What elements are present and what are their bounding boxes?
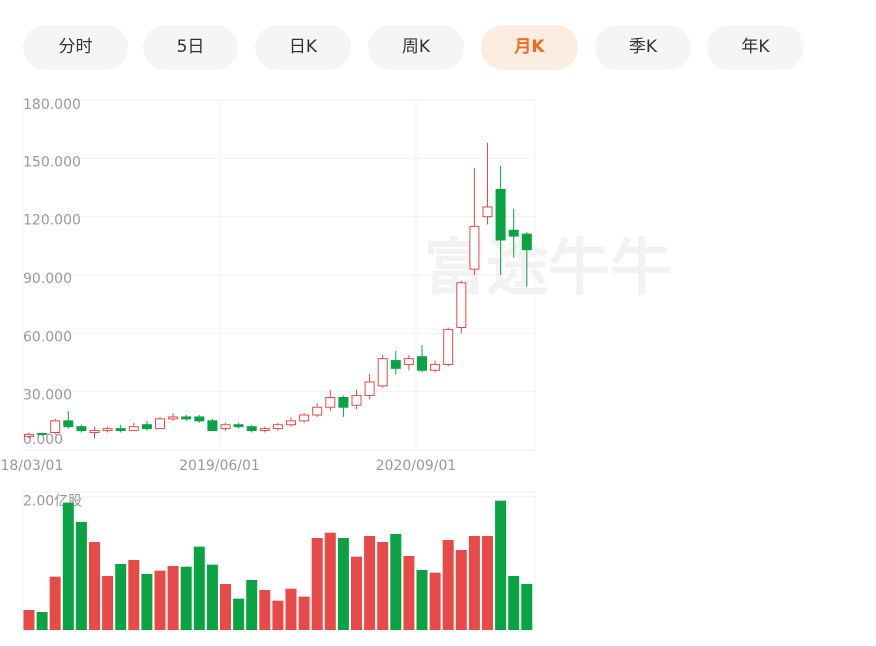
volume-bar	[141, 574, 153, 630]
volume-bar	[429, 572, 441, 630]
volume-bar	[154, 570, 166, 630]
candle-body	[37, 432, 48, 435]
candle-body	[233, 424, 244, 428]
candle-body	[364, 381, 375, 397]
candle-body	[482, 206, 493, 218]
candle-body	[246, 426, 257, 432]
volume-bar	[49, 576, 61, 630]
volume-bar	[220, 584, 231, 630]
volume-bar	[311, 538, 323, 630]
candle-body	[469, 225, 480, 270]
candle-body	[403, 358, 414, 365]
y-tick-label: 150.000	[23, 154, 81, 170]
volume-bar	[193, 546, 205, 630]
candle-body	[286, 420, 296, 426]
y-tick-label: 120.000	[23, 213, 81, 229]
volume-bar	[75, 522, 87, 630]
volume-bar	[102, 576, 114, 630]
candle-body	[181, 416, 192, 420]
volume-bar	[115, 564, 127, 630]
y-tick-label: 30.000	[23, 388, 72, 404]
volume-bar	[337, 538, 349, 630]
volume-bar	[521, 584, 533, 630]
candle-body	[220, 424, 231, 430]
volume-bar	[233, 598, 245, 630]
candle-body	[155, 418, 165, 430]
candle-body	[390, 360, 401, 369]
volume-bar	[508, 576, 520, 630]
y-tick-label: 60.000	[23, 329, 72, 345]
candle-body	[443, 328, 454, 365]
candle-body	[168, 416, 179, 420]
candle-body	[194, 416, 205, 422]
volume-bar	[206, 564, 218, 630]
candle-body	[325, 397, 336, 408]
period-tab[interactable]: 分时	[23, 25, 128, 70]
volume-bar	[23, 610, 35, 630]
period-tabs: 分时 5日 日K 周K 月K 季K 年K	[0, 0, 876, 80]
candle-body	[76, 426, 87, 432]
period-tab[interactable]: 月K	[481, 25, 578, 70]
candle-body	[377, 358, 388, 387]
volume-bar	[246, 580, 258, 630]
volume-bar	[167, 566, 179, 630]
y-tick-label: 180.000	[23, 97, 81, 113]
candle-body	[508, 229, 519, 237]
volume-bar	[390, 534, 402, 630]
candle-body	[102, 428, 113, 432]
volume-bar	[285, 588, 297, 630]
volume-bar	[416, 570, 428, 630]
x-tick-label: 2019/06/01	[179, 458, 260, 474]
candle-body	[128, 426, 139, 432]
volume-bar	[62, 502, 74, 630]
volume-bar	[351, 556, 362, 630]
volume-bar	[128, 560, 140, 630]
candle-body	[50, 420, 61, 434]
x-tick-label: 2020/09/01	[376, 458, 457, 474]
candle-body	[338, 397, 349, 408]
candle-body	[89, 430, 100, 433]
candle-body	[312, 406, 323, 416]
candle-body	[141, 424, 152, 430]
x-tick-label: 2018/03/01	[0, 458, 63, 474]
volume-bar	[377, 542, 389, 630]
period-tab[interactable]: 5日	[143, 25, 238, 70]
volume-bar	[298, 596, 310, 630]
candle-body	[63, 420, 74, 428]
volume-bar	[259, 590, 271, 630]
candle-body	[24, 433, 34, 437]
volume-bar	[403, 556, 415, 630]
volume-bar	[324, 532, 336, 630]
candle-body	[456, 282, 467, 328]
candle-body	[351, 395, 362, 406]
period-tab[interactable]: 季K	[595, 25, 691, 70]
volume-bar	[36, 612, 48, 630]
period-tab[interactable]: 日K	[255, 25, 351, 70]
y-tick-label: 90.000	[23, 271, 72, 287]
candle-body	[299, 414, 310, 422]
volume-bar	[89, 542, 100, 630]
candle-body	[207, 420, 218, 432]
period-tab[interactable]: 周K	[368, 25, 464, 70]
volume-bar	[482, 536, 493, 630]
volume-bar	[442, 540, 454, 630]
volume-bar	[468, 536, 480, 630]
candle-body	[417, 356, 427, 371]
volume-bar	[180, 566, 192, 630]
candle-body	[259, 428, 270, 432]
volume-bar	[495, 500, 507, 630]
candle-body	[272, 424, 283, 430]
period-tab[interactable]: 年K	[707, 25, 804, 70]
volume-bar	[455, 550, 467, 630]
candle-body	[495, 188, 506, 241]
candle-body	[521, 233, 532, 251]
volume-bar	[364, 536, 376, 630]
candle-body	[430, 363, 441, 371]
candle-body	[115, 428, 126, 432]
volume-bar	[272, 600, 284, 630]
